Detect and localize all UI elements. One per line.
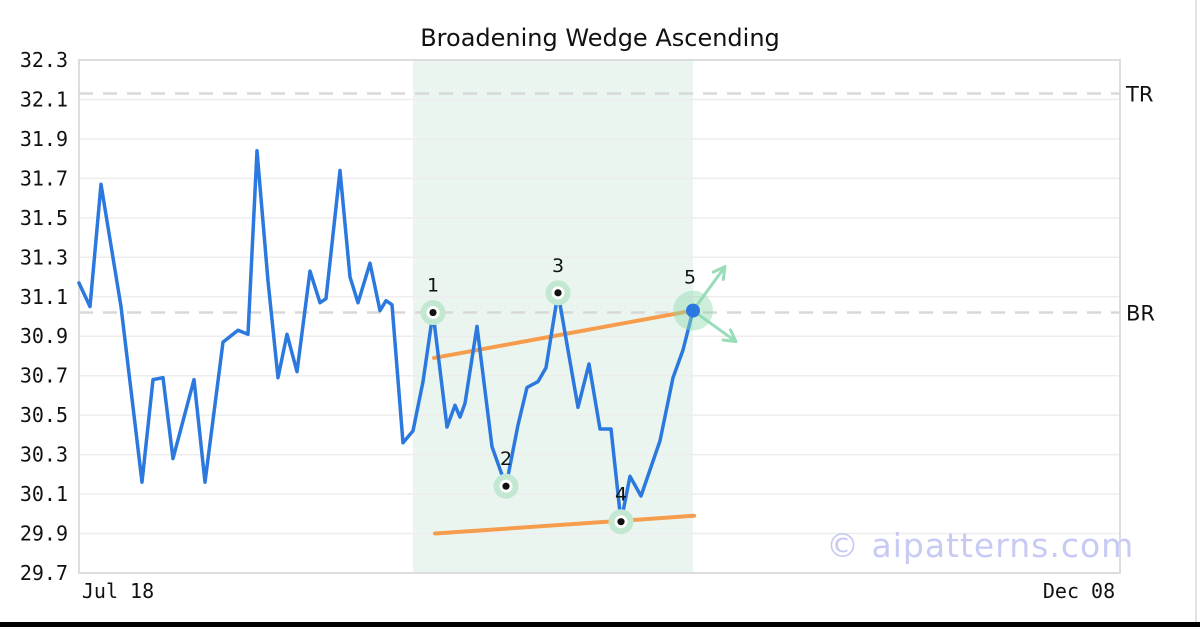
x-tick-label: Dec 08 (1043, 579, 1115, 603)
x-tick-label: Jul 18 (82, 579, 154, 603)
y-tick-label: 31.3 (20, 245, 68, 269)
swing-dot (429, 308, 437, 317)
breakout-arrows-layer (691, 265, 738, 344)
lower-trendline (433, 513, 696, 536)
y-tick-label: 31.5 (20, 206, 68, 230)
swing-points-layer: 1 2 3 4 5 (420, 255, 713, 535)
breakout-dot (686, 303, 700, 318)
card-right-border (1195, 0, 1197, 622)
y-tick-label: 32.3 (20, 48, 68, 72)
y-tick-label: 30.7 (20, 364, 68, 388)
swing-label-3: 3 (552, 255, 564, 277)
swing-dot (502, 482, 510, 490)
y-tick-label: 30.9 (20, 324, 68, 348)
y-tick-label: 32.1 (20, 87, 68, 111)
level-label-br: BR (1126, 302, 1155, 326)
breakout-arrow-down (691, 309, 738, 344)
y-tick-label: 29.7 (20, 561, 68, 585)
swing-label-5: 5 (684, 267, 696, 289)
breakout-arrow-up (691, 265, 727, 313)
watermark: © aipatterns.com (826, 526, 1135, 565)
level-lines-layer: TR BR (79, 83, 1155, 326)
y-tick-label: 31.7 (20, 166, 68, 190)
swing-label-2: 2 (500, 448, 512, 470)
y-tick-label: 31.9 (20, 127, 68, 151)
y-tick-label: 30.3 (20, 443, 68, 467)
chart-title: Broadening Wedge Ascending (420, 24, 780, 52)
swing-dot (554, 289, 562, 297)
y-tick-label: 29.9 (20, 522, 68, 546)
y-tick-label: 30.1 (20, 482, 68, 506)
price-line (77, 149, 695, 524)
plot-border (78, 59, 1121, 574)
swing-label-1: 1 (427, 275, 439, 297)
y-tick-label: 30.5 (20, 403, 68, 427)
swing-label-4: 4 (615, 484, 627, 506)
y-tick-label: 31.1 (20, 285, 68, 309)
axis-labels-layer: 32.3 32.1 31.9 31.7 31.5 31.3 31.1 30.9 30.7 30.5… (20, 48, 1115, 603)
level-label-tr: TR (1125, 83, 1153, 107)
swing-dot (617, 518, 625, 526)
series-layer (77, 149, 695, 524)
card-bottom-bar (0, 622, 1200, 627)
